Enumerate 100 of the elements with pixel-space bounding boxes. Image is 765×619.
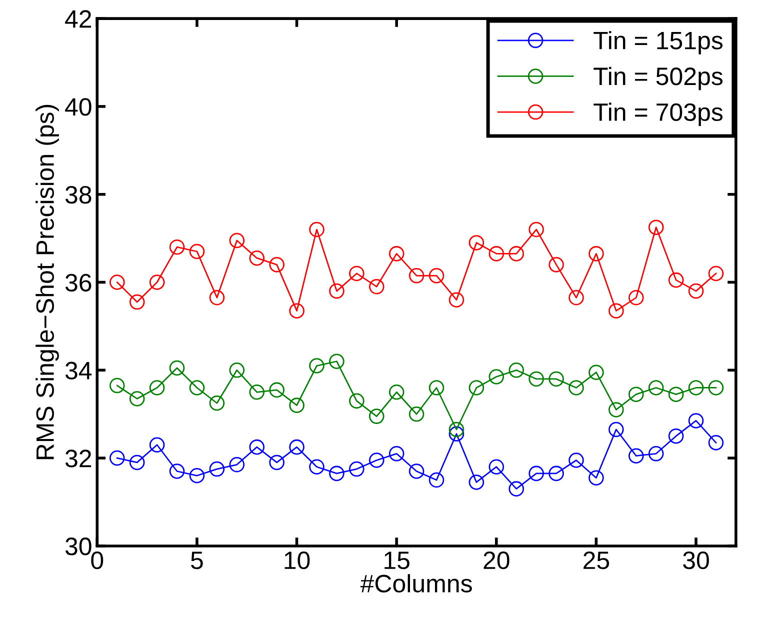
point <box>388 446 404 462</box>
point <box>668 386 684 402</box>
point <box>568 380 584 396</box>
point <box>149 274 165 290</box>
point <box>648 220 664 235</box>
point <box>488 246 504 262</box>
y-axis-title: RMS Single−Shot Precision (ps) <box>36 104 59 460</box>
point <box>329 466 344 482</box>
point <box>488 459 504 474</box>
point <box>109 274 125 290</box>
point <box>448 422 464 438</box>
point <box>528 222 544 238</box>
point <box>129 391 145 406</box>
point <box>349 266 364 282</box>
point <box>628 448 644 464</box>
point <box>189 244 205 260</box>
point <box>468 235 484 250</box>
point <box>109 450 125 466</box>
point <box>508 362 524 378</box>
point <box>588 246 604 262</box>
point <box>269 257 284 272</box>
point <box>428 268 444 284</box>
point <box>608 422 624 438</box>
point <box>408 406 424 422</box>
x-tick-label: 25 <box>584 551 610 570</box>
point <box>129 294 145 310</box>
point <box>568 452 584 468</box>
point <box>408 268 424 284</box>
point <box>349 393 364 409</box>
x-tick-label: 0 <box>91 551 104 570</box>
point <box>668 428 684 444</box>
point <box>309 459 324 474</box>
point <box>169 239 185 255</box>
point <box>448 426 464 442</box>
point <box>688 380 704 396</box>
y-tick-label: 36 <box>65 274 92 292</box>
point <box>488 369 504 384</box>
point <box>688 283 704 299</box>
point <box>568 290 584 306</box>
point <box>508 481 524 496</box>
y-tick-label: 32 <box>65 450 92 468</box>
point <box>648 380 664 396</box>
point <box>209 461 225 477</box>
point <box>249 439 264 455</box>
point <box>528 466 544 482</box>
point <box>628 290 644 306</box>
x-tick-label: 10 <box>284 551 310 570</box>
point <box>548 257 564 272</box>
point <box>209 290 225 306</box>
point <box>329 354 344 370</box>
y-tick-label: 30 <box>65 538 92 556</box>
point <box>289 439 304 455</box>
point <box>588 470 604 486</box>
point <box>289 303 304 318</box>
point <box>708 435 724 450</box>
point <box>149 437 165 453</box>
legend-label: Tin = 502ps <box>594 66 723 90</box>
point <box>149 380 165 396</box>
point <box>448 292 464 308</box>
point <box>368 279 384 294</box>
point <box>109 378 125 394</box>
point <box>189 468 205 484</box>
point <box>588 364 604 380</box>
point <box>388 384 404 400</box>
point <box>249 250 264 266</box>
point <box>289 398 304 413</box>
point <box>368 452 384 468</box>
point <box>668 272 684 288</box>
point <box>169 464 185 479</box>
point <box>229 457 245 472</box>
point <box>628 386 644 402</box>
point <box>169 360 185 376</box>
point <box>269 382 284 398</box>
point <box>548 371 564 387</box>
legend-label: Tin = 703ps <box>594 102 723 126</box>
legend-label: Tin = 151ps <box>594 31 723 54</box>
point <box>508 246 524 262</box>
y-tick-label: 42 <box>65 10 92 28</box>
x-axis-title: #Columns <box>360 574 472 592</box>
point <box>688 413 704 428</box>
point <box>428 472 444 488</box>
point <box>309 222 324 238</box>
point <box>329 283 344 299</box>
point <box>388 246 404 262</box>
x-tick-label: 5 <box>191 552 203 570</box>
x-tick-label: 30 <box>683 551 709 570</box>
point <box>608 402 624 418</box>
point <box>468 380 484 396</box>
point <box>468 474 484 490</box>
point <box>368 408 384 424</box>
point <box>249 384 264 400</box>
point <box>309 358 324 374</box>
point <box>129 454 145 470</box>
point <box>708 380 724 396</box>
point <box>608 303 624 318</box>
point <box>189 380 205 396</box>
x-tick-label: 20 <box>484 551 510 570</box>
y-tick-label: 34 <box>65 362 92 380</box>
y-tick-label: 38 <box>65 186 92 204</box>
point <box>708 266 724 282</box>
